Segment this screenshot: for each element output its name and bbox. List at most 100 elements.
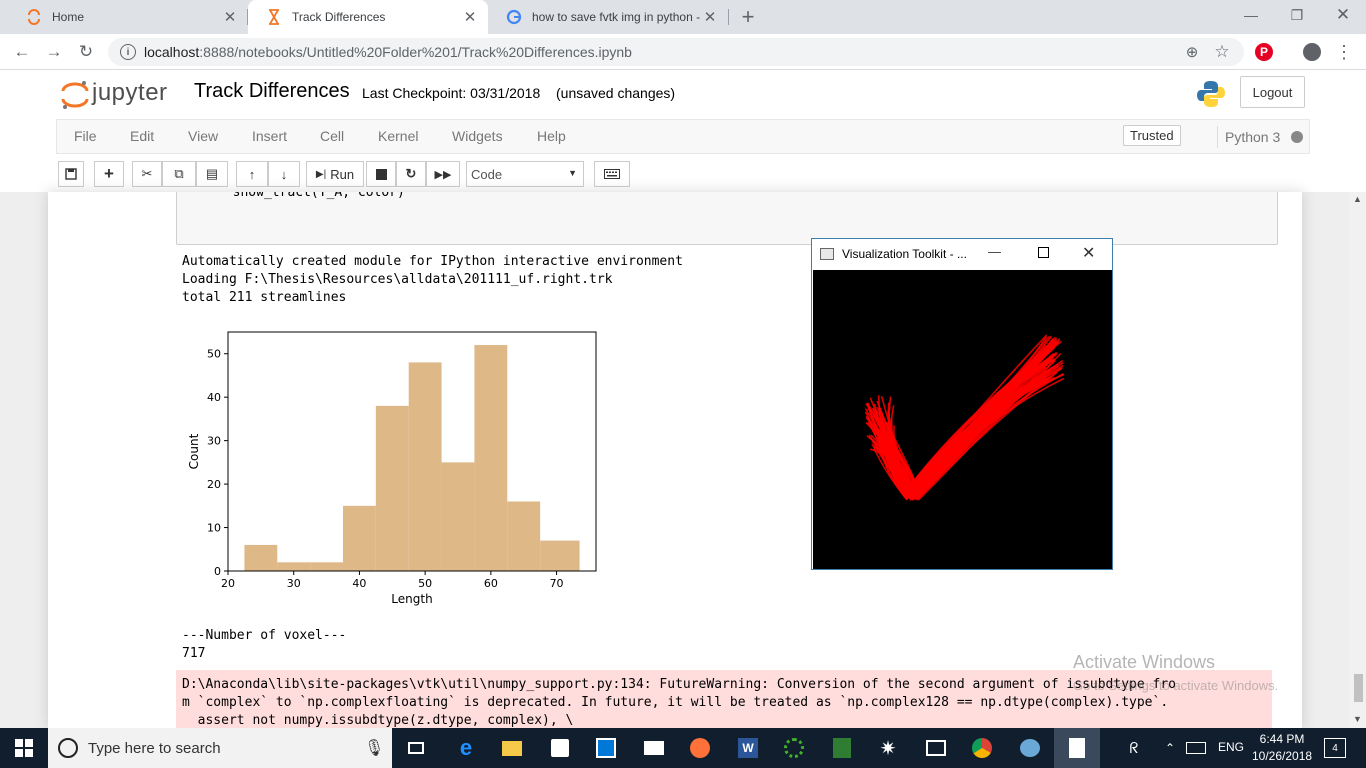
language-indicator[interactable]: ENG: [1218, 740, 1245, 754]
cut-icon[interactable]: ✂: [132, 161, 162, 187]
profile-icon[interactable]: [1300, 40, 1324, 64]
close-icon[interactable]: ✕: [223, 9, 237, 26]
close-icon[interactable]: ✕: [703, 9, 717, 26]
keyboard-icon[interactable]: [594, 161, 630, 187]
tab-home[interactable]: Home ✕: [8, 0, 248, 34]
paste-icon[interactable]: ▤: [196, 161, 228, 187]
close-icon[interactable]: ✕: [1082, 245, 1096, 262]
y-tick-label: 10: [207, 522, 221, 535]
scroll-up-icon[interactable]: ▲: [1353, 194, 1362, 204]
notepad-icon[interactable]: [1054, 728, 1100, 768]
jupyter-header: jupyter Track Differences Last Checkpoin…: [0, 71, 1366, 119]
file-explorer-icon[interactable]: [500, 736, 524, 760]
menu-file[interactable]: File: [74, 128, 97, 144]
pinterest-icon[interactable]: P: [1252, 40, 1276, 64]
clock-time: 6:44 PM: [1259, 732, 1305, 746]
histogram-bar: [277, 562, 311, 571]
arrow-down-icon[interactable]: ↓: [268, 161, 300, 187]
chevron-up-icon[interactable]: ⌃: [1164, 741, 1176, 755]
trusted-indicator[interactable]: Trusted: [1123, 125, 1181, 146]
task-view-icon[interactable]: [404, 736, 428, 760]
windows-start-icon[interactable]: [12, 736, 36, 760]
run-button[interactable]: ▶| Run: [306, 161, 364, 187]
kernel-name[interactable]: Python 3: [1225, 129, 1281, 145]
forward-arrow-icon[interactable]: →: [45, 42, 63, 61]
restore-icon[interactable]: ❐: [1290, 6, 1304, 23]
histogram-bar: [408, 362, 442, 571]
menu-view[interactable]: View: [188, 128, 219, 144]
insert-cell-plus-icon[interactable]: +: [94, 161, 124, 187]
url-path: :8888/notebooks/Untitled%20Folder%201/Tr…: [199, 44, 632, 60]
menu-help[interactable]: Help: [537, 128, 566, 144]
arrow-up-icon[interactable]: ↑: [236, 161, 268, 187]
tab-title: Home: [52, 10, 85, 24]
notebook-title[interactable]: Track Differences: [194, 80, 350, 102]
taskbar-clock[interactable]: 6:44 PM 10/26/2018: [1252, 731, 1312, 765]
more-menu-icon[interactable]: ⋮: [1335, 41, 1353, 62]
save-icon[interactable]: [58, 161, 84, 187]
tab-google-search[interactable]: how to save fvtk img in python - ✕: [488, 0, 728, 34]
logout-button[interactable]: Logout: [1240, 76, 1305, 108]
info-icon[interactable]: i: [120, 44, 136, 60]
warning-line: D:\Anaconda\lib\site-packages\vtk\util\n…: [182, 677, 1176, 692]
zoom-icon[interactable]: ⊕: [1185, 44, 1199, 61]
spider-icon[interactable]: ✷: [879, 737, 897, 760]
x-axis-label: Length: [391, 592, 432, 606]
address-bar[interactable]: i localhost:8888/notebooks/Untitled%20Fo…: [108, 38, 1244, 66]
photos-icon[interactable]: [924, 736, 948, 760]
copy-icon[interactable]: ⧉: [162, 161, 196, 187]
run-label: Run: [330, 166, 355, 182]
streamline-render-canvas[interactable]: [813, 270, 1112, 569]
cell-type-select[interactable]: Code ▼: [466, 161, 584, 187]
tab-track-differences[interactable]: Track Differences ✕: [248, 0, 488, 34]
menu-widgets[interactable]: Widgets: [452, 128, 503, 144]
menu-cell[interactable]: Cell: [320, 128, 345, 144]
jupyter-logo-icon[interactable]: [60, 79, 90, 114]
defender-icon[interactable]: [594, 736, 618, 760]
new-tab-plus-icon[interactable]: +: [741, 4, 755, 29]
taskbar-search-box[interactable]: Type here to search 🎙: [48, 728, 392, 768]
bookmark-star-icon[interactable]: ☆: [1214, 42, 1230, 61]
fast-forward-icon[interactable]: ▶▶: [426, 161, 460, 187]
menu-insert[interactable]: Insert: [252, 128, 288, 144]
chrome-icon[interactable]: [970, 736, 994, 760]
word-icon[interactable]: W: [736, 736, 760, 760]
spreadsheet-icon[interactable]: [830, 736, 854, 760]
scrollbar-thumb[interactable]: [1354, 674, 1363, 702]
microphone-icon[interactable]: 🎙: [364, 740, 385, 757]
menu-edit[interactable]: Edit: [130, 128, 155, 144]
edge-icon[interactable]: e: [459, 735, 473, 760]
paint-icon[interactable]: [1018, 736, 1042, 760]
back-arrow-icon[interactable]: ←: [13, 42, 31, 61]
jupyter-logo-text[interactable]: jupyter: [92, 79, 168, 106]
minimize-icon[interactable]: —: [1244, 7, 1258, 23]
code-cell-input[interactable]: show_tract(T_A, color): [176, 192, 1278, 245]
cortana-icon: [58, 738, 78, 758]
x-tick-label: 60: [484, 577, 498, 590]
close-icon[interactable]: ✕: [463, 9, 477, 26]
reload-icon[interactable]: ↻: [78, 42, 94, 61]
firefox-icon[interactable]: [688, 736, 712, 760]
close-window-icon[interactable]: ✕: [1335, 5, 1351, 24]
keyboard-icon[interactable]: [1184, 736, 1208, 760]
search-placeholder: Type here to search: [88, 739, 221, 757]
autosave-status: (unsaved changes): [556, 85, 676, 101]
maximize-icon[interactable]: [1038, 247, 1049, 258]
page-scrollbar[interactable]: ▲ ▼: [1350, 192, 1366, 728]
action-center-icon[interactable]: 4: [1324, 738, 1346, 758]
streamline: [877, 338, 1061, 500]
divider: [1217, 126, 1218, 148]
mail-icon[interactable]: [642, 736, 666, 760]
output-line: Loading F:\Thesis\Resources\alldata\2011…: [182, 272, 613, 287]
anaconda-icon[interactable]: [782, 736, 806, 760]
menu-kernel[interactable]: Kernel: [378, 128, 419, 144]
notebook-menubar: File Edit View Insert Cell Kernel Widget…: [56, 119, 1310, 154]
minimize-icon[interactable]: —: [988, 244, 1001, 259]
scroll-down-icon[interactable]: ▼: [1353, 714, 1362, 724]
vtk-window[interactable]: Visualization Toolkit - ... — ✕: [811, 238, 1113, 570]
people-icon[interactable]: ᖇ: [1129, 739, 1139, 757]
store-icon[interactable]: [548, 736, 572, 760]
stop-icon[interactable]: [366, 161, 396, 187]
restart-icon[interactable]: ↻: [396, 161, 426, 187]
kernel-status-icon: [1291, 131, 1303, 143]
